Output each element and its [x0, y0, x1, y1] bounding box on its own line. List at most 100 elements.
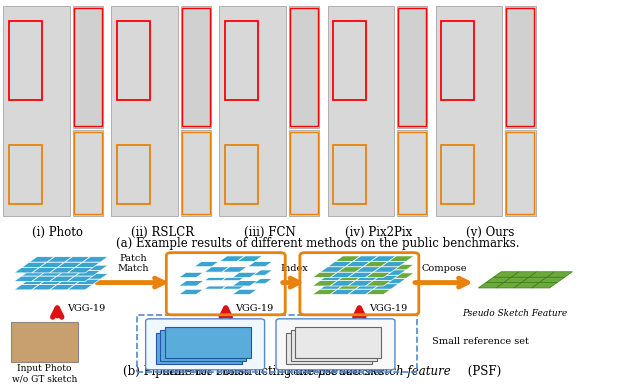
FancyBboxPatch shape: [276, 319, 395, 370]
Polygon shape: [494, 272, 519, 277]
Text: (v) Ours: (v) Ours: [466, 226, 514, 239]
Polygon shape: [204, 267, 230, 272]
Bar: [225, 145, 258, 203]
Text: Index: Index: [280, 264, 308, 273]
Polygon shape: [345, 278, 371, 284]
Polygon shape: [320, 267, 345, 272]
Polygon shape: [338, 267, 363, 272]
Bar: [8, 145, 42, 203]
Polygon shape: [47, 265, 73, 271]
Bar: [290, 8, 318, 126]
Polygon shape: [338, 284, 363, 289]
Polygon shape: [214, 289, 240, 295]
Text: Compose: Compose: [421, 264, 467, 273]
Bar: [111, 6, 178, 216]
Polygon shape: [255, 273, 280, 278]
Polygon shape: [219, 264, 245, 270]
Polygon shape: [486, 277, 511, 283]
Bar: [290, 132, 318, 214]
Polygon shape: [353, 273, 378, 278]
Polygon shape: [240, 275, 265, 281]
Polygon shape: [179, 272, 204, 278]
Polygon shape: [348, 272, 373, 278]
Polygon shape: [22, 279, 47, 284]
Polygon shape: [312, 289, 338, 295]
Bar: [225, 20, 258, 100]
Polygon shape: [202, 256, 227, 261]
Polygon shape: [371, 273, 396, 278]
Text: Input Photo
w/o GT sketch: Input Photo w/o GT sketch: [12, 364, 77, 383]
Polygon shape: [204, 275, 230, 281]
Bar: [73, 6, 103, 128]
Bar: [436, 6, 502, 216]
Polygon shape: [186, 284, 212, 289]
Bar: [333, 145, 366, 203]
Polygon shape: [22, 262, 47, 267]
Polygon shape: [39, 279, 65, 284]
Polygon shape: [212, 270, 237, 275]
Text: Pseudo Sketch Feature: Pseudo Sketch Feature: [462, 309, 568, 318]
Polygon shape: [14, 284, 39, 290]
Polygon shape: [65, 274, 90, 279]
Polygon shape: [194, 278, 219, 284]
Text: VGG-19: VGG-19: [369, 304, 407, 313]
Polygon shape: [373, 267, 399, 272]
Polygon shape: [320, 284, 345, 289]
Polygon shape: [230, 261, 255, 267]
Polygon shape: [29, 274, 55, 279]
Polygon shape: [202, 273, 227, 278]
Polygon shape: [214, 281, 240, 286]
Polygon shape: [240, 284, 265, 289]
Polygon shape: [335, 256, 361, 261]
Bar: [73, 130, 103, 216]
Polygon shape: [345, 270, 371, 275]
Polygon shape: [255, 256, 280, 261]
Polygon shape: [363, 261, 389, 267]
Polygon shape: [230, 278, 255, 284]
Polygon shape: [57, 262, 83, 267]
Bar: [289, 130, 319, 216]
Bar: [289, 6, 319, 128]
Polygon shape: [214, 272, 240, 278]
Polygon shape: [219, 273, 245, 278]
FancyBboxPatch shape: [146, 319, 265, 370]
Bar: [505, 6, 536, 128]
Text: Reference Sketches: Reference Sketches: [286, 368, 385, 377]
Polygon shape: [320, 275, 345, 281]
Polygon shape: [496, 283, 522, 288]
Text: VGG-19: VGG-19: [67, 304, 105, 313]
Polygon shape: [83, 265, 108, 271]
Polygon shape: [237, 273, 263, 278]
Bar: [74, 132, 102, 214]
Polygon shape: [50, 276, 75, 281]
Polygon shape: [381, 270, 406, 275]
Polygon shape: [65, 265, 90, 271]
Polygon shape: [363, 270, 389, 275]
Polygon shape: [32, 284, 57, 290]
Bar: [506, 8, 534, 126]
Polygon shape: [75, 279, 100, 284]
Polygon shape: [75, 271, 100, 276]
Polygon shape: [67, 267, 93, 273]
Bar: [505, 130, 536, 216]
Polygon shape: [232, 289, 258, 295]
Polygon shape: [371, 264, 396, 270]
Polygon shape: [312, 281, 338, 286]
Polygon shape: [338, 275, 363, 281]
Polygon shape: [348, 289, 373, 295]
Polygon shape: [222, 267, 247, 272]
Polygon shape: [389, 256, 414, 261]
Bar: [219, 6, 286, 216]
Text: Patch
Match: Patch Match: [118, 254, 149, 273]
Polygon shape: [204, 284, 230, 289]
Bar: [74, 8, 102, 126]
Polygon shape: [511, 272, 537, 277]
Polygon shape: [57, 271, 83, 276]
Polygon shape: [29, 265, 55, 271]
Polygon shape: [67, 276, 93, 281]
Polygon shape: [14, 276, 39, 281]
Polygon shape: [65, 257, 90, 262]
Polygon shape: [57, 279, 83, 284]
Bar: [333, 20, 366, 100]
Polygon shape: [539, 277, 565, 283]
